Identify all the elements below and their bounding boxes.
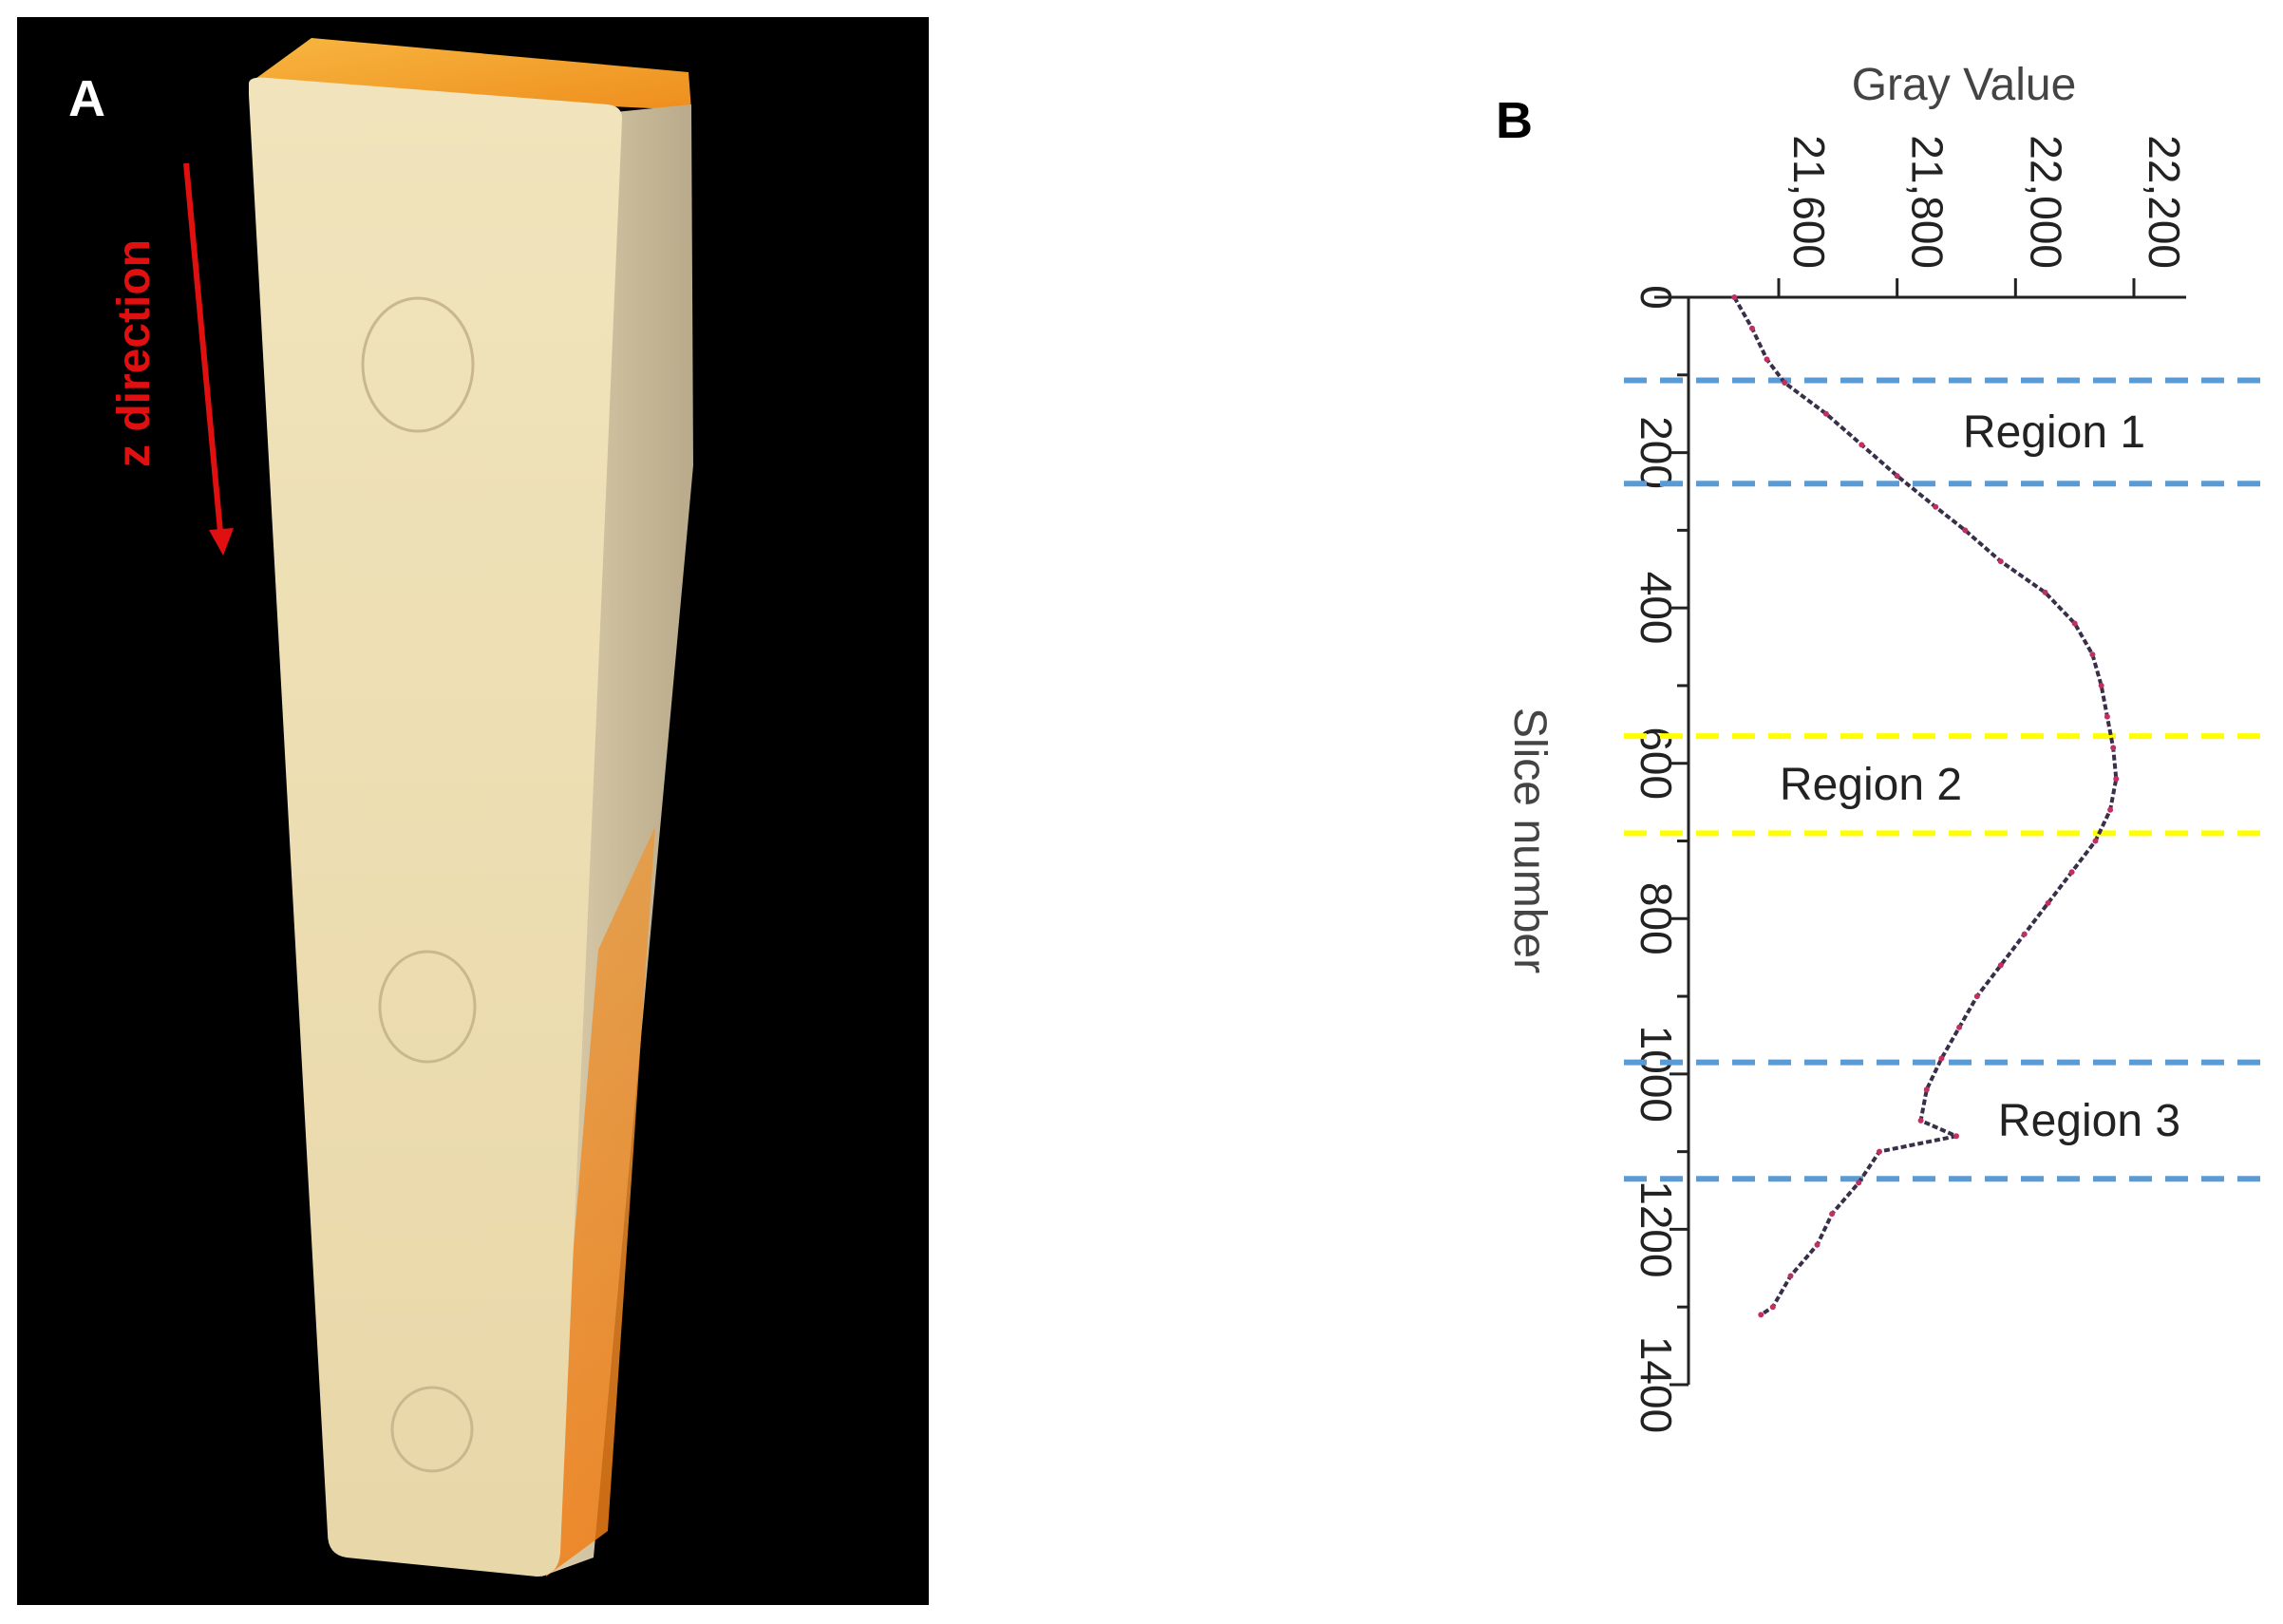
data-point <box>2089 651 2096 658</box>
region-label: Region 2 <box>1780 760 1962 810</box>
data-point <box>2071 620 2078 627</box>
gray-value-profile-line <box>1732 296 2119 1317</box>
data-point <box>2045 899 2051 906</box>
data-point <box>1938 1055 1945 1062</box>
data-point <box>1894 473 1900 480</box>
x-axis-title: Gray Value <box>1852 60 2077 110</box>
x-tick-label: 21,800 <box>1903 135 1953 269</box>
data-point <box>2104 713 2110 720</box>
data-point <box>1997 962 2004 969</box>
y-tick-label: 800 <box>1632 882 1681 955</box>
chart-regions: Region 1 Region 2 Region 3 <box>1624 377 2265 1182</box>
data-point <box>1822 410 1829 417</box>
data-point <box>1953 1133 1959 1140</box>
y-tick-label: 400 <box>1632 572 1681 645</box>
data-point <box>1973 993 1980 1000</box>
region-label: Region 1 <box>1963 407 2145 458</box>
y-tick-label: 1200 <box>1632 1180 1681 1277</box>
data-point <box>1956 1024 1963 1030</box>
data-point <box>2042 589 2048 595</box>
y-axis-title: Slice number <box>1504 708 1555 973</box>
data-point <box>1787 1273 1794 1279</box>
data-point <box>2113 776 2120 783</box>
data-point <box>2107 806 2114 813</box>
panel-a-label: A <box>68 70 105 127</box>
data-point <box>1923 1086 1930 1093</box>
data-point <box>1858 442 1865 448</box>
y-tick-label: 1000 <box>1632 1026 1681 1123</box>
data-point <box>1731 294 1738 300</box>
data-point <box>1758 1312 1764 1318</box>
y-tick-label: 600 <box>1632 727 1681 800</box>
block-circle-marking <box>378 950 477 1064</box>
y-tick-label: 0 <box>1632 285 1681 310</box>
data-point <box>1814 1241 1821 1248</box>
y-tick-label: 1400 <box>1632 1336 1681 1433</box>
data-point <box>1749 325 1755 331</box>
block-circle-marking <box>390 1386 474 1473</box>
chart-axes: 21,600 21,800 22,000 22,200 0 200 400 600 800 100… <box>1632 135 2189 1433</box>
panel-b-label: B <box>1496 92 1533 149</box>
data-point <box>1877 1148 1882 1155</box>
block-side-orange <box>546 826 655 1577</box>
data-point <box>2092 838 2099 844</box>
data-point <box>2021 931 2028 937</box>
data-point <box>1829 1211 1836 1218</box>
z-direction-label: z direction <box>109 239 160 467</box>
region-label: Region 3 <box>1998 1096 2180 1146</box>
data-point <box>2110 745 2117 751</box>
y-tick-label: 200 <box>1632 416 1681 489</box>
data-point <box>1997 558 2004 565</box>
data-point <box>1782 380 1788 386</box>
x-tick-label: 21,600 <box>1784 135 1834 269</box>
data-point <box>1933 503 1939 510</box>
z-direction-arrow <box>183 162 223 533</box>
data-point <box>2068 869 2075 876</box>
data-point <box>1856 1180 1862 1186</box>
z-direction-arrowhead <box>209 528 234 556</box>
block-circle-marking <box>361 296 475 433</box>
data-point <box>1764 356 1770 363</box>
data-point <box>1962 527 1969 534</box>
block-front-face <box>249 77 623 1577</box>
data-point <box>2098 682 2104 689</box>
data-point <box>1769 1304 1776 1311</box>
data-point <box>1917 1117 1924 1124</box>
chart-series <box>1731 294 2120 1318</box>
x-tick-label: 22,200 <box>2140 135 2189 269</box>
x-tick-label: 22,000 <box>2021 135 2070 269</box>
